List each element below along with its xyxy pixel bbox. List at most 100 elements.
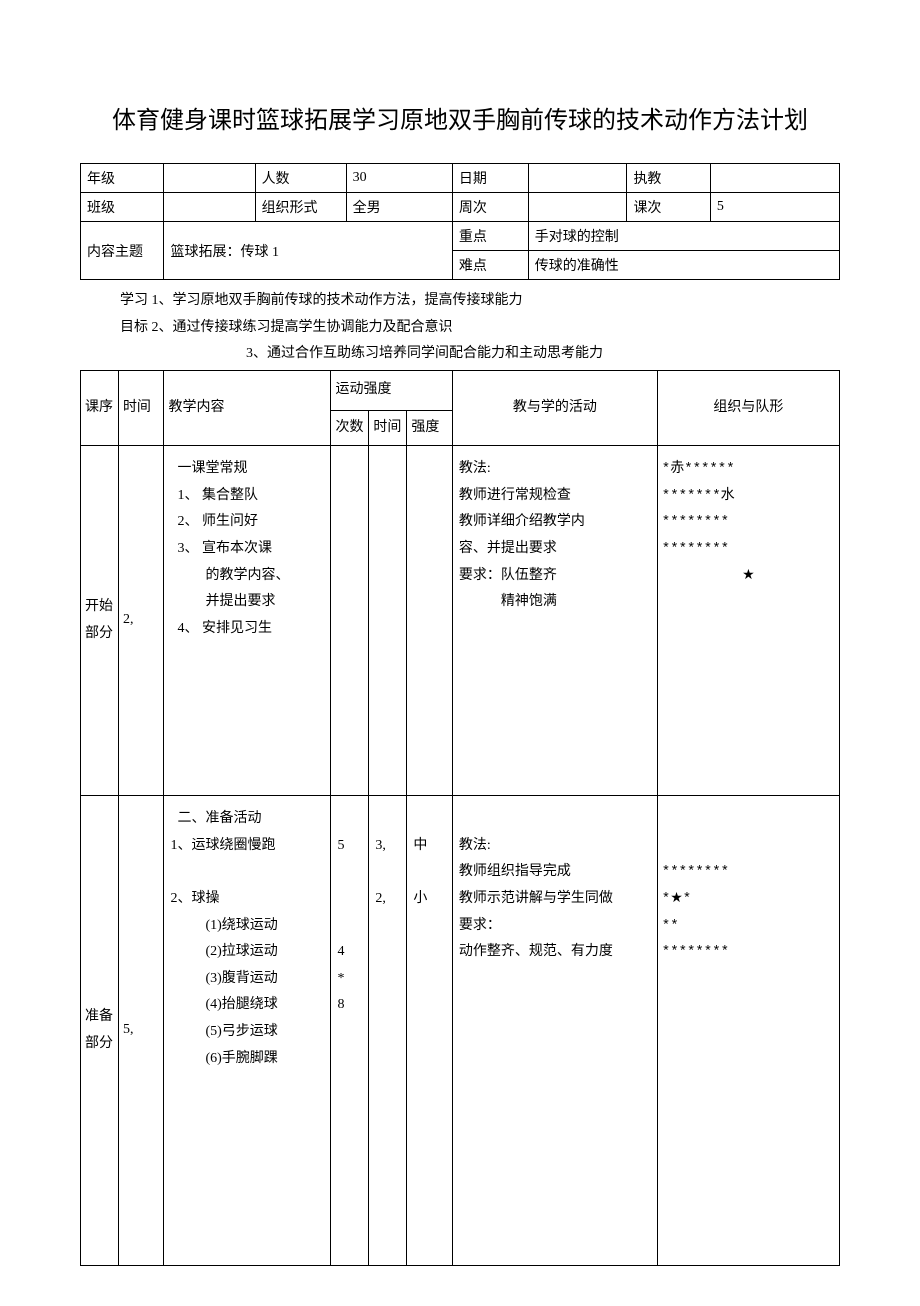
formation-line: *★*: [662, 886, 835, 913]
formation-line: ★: [662, 563, 835, 590]
table-row: 开始部分 2, 一课堂常规 1、 集合整队 2、 师生问好 3、 宣布本次课 的…: [81, 446, 840, 796]
activity-line: 教法:: [459, 833, 651, 860]
class-value: [164, 193, 255, 222]
content-line: 3、 宣布本次课: [170, 536, 324, 563]
formation-line: [662, 806, 835, 833]
content-line: 2、 师生问好: [170, 509, 324, 536]
content-line: (4)抬腿绕球: [170, 992, 324, 1019]
info-table: 年级 人数 30 日期 执教 班级 组织形式 全男 周次 课次 5 内容主题 篮…: [80, 163, 840, 280]
diff-label: 难点: [452, 251, 528, 280]
date-value: [528, 164, 627, 193]
activity-line: 教师组织指导完成: [459, 859, 651, 886]
section-time: 2,: [118, 446, 164, 796]
content-line: 并提出要求: [170, 589, 324, 616]
col-count: 次数: [331, 410, 369, 446]
section-formation: ******** *★* ** ********: [657, 796, 839, 1266]
strength-line: [413, 806, 446, 833]
time-line: [375, 859, 400, 886]
activity-line: 要求：: [459, 913, 651, 940]
time-line: 2,: [375, 886, 400, 913]
diff-value: 传球的准确性: [528, 251, 839, 280]
topic-value: 篮球拓展：传球 1: [164, 222, 452, 280]
section-activity: 教法: 教师组织指导完成 教师示范讲解与学生同做 要求： 动作整齐、规范、有力度: [452, 796, 657, 1266]
col-content: 教学内容: [164, 370, 331, 445]
section-count: 5 4 * 8: [331, 796, 369, 1266]
topic-label: 内容主题: [81, 222, 164, 280]
section-count: [331, 446, 369, 796]
section-subtime: 3, 2,: [369, 796, 407, 1266]
col-time: 时间: [118, 370, 164, 445]
objective-line: 目标 2、通过传接球练习提高学生协调能力及配合意识: [120, 315, 840, 342]
grade-value: [164, 164, 255, 193]
activity-line: 教法:: [459, 456, 651, 483]
count-line: [337, 806, 362, 833]
time-line: 3,: [375, 833, 400, 860]
count-line: *: [337, 966, 362, 993]
activity-line: 容、并提出要求: [459, 536, 651, 563]
session-value: 5: [710, 193, 839, 222]
section-activity: 教法: 教师进行常规检查 教师详细介绍教学内 容、并提出要求 要求：队伍整齐 精…: [452, 446, 657, 796]
table-row: 准备部分 5, 二、准备活动 1、运球绕圈慢跑 2、球操 (1)绕球运动 (2)…: [81, 796, 840, 1266]
section-subtime: [369, 446, 407, 796]
count-line: 8: [337, 992, 362, 1019]
teacher-value: [710, 164, 839, 193]
count-line: [337, 886, 362, 913]
activity-line: 要求：队伍整齐: [459, 563, 651, 590]
focus-label: 重点: [452, 222, 528, 251]
section-content: 二、准备活动 1、运球绕圈慢跑 2、球操 (1)绕球运动 (2)拉球运动 (3)…: [164, 796, 331, 1266]
content-line: (6)手腕脚踝: [170, 1046, 324, 1073]
activity-line: 精神饱满: [459, 589, 651, 616]
col-strength: 强度: [407, 410, 453, 446]
week-value: [528, 193, 627, 222]
col-intensity: 运动强度: [331, 370, 452, 410]
table-header-row: 课序 时间 教学内容 运动强度 教与学的活动 组织与队形: [81, 370, 840, 410]
content-line: [170, 859, 324, 886]
formation-line: ********: [662, 536, 835, 563]
section-strength: 中 小: [407, 796, 453, 1266]
count-line: [337, 913, 362, 940]
content-line: 二、准备活动: [170, 806, 324, 833]
col-activity: 教与学的活动: [452, 370, 657, 445]
col-sequence: 课序: [81, 370, 119, 445]
content-line: (5)弓步运球: [170, 1019, 324, 1046]
content-line: 一课堂常规: [170, 456, 324, 483]
count-line: [337, 859, 362, 886]
section-content: 一课堂常规 1、 集合整队 2、 师生问好 3、 宣布本次课 的教学内容、 并提…: [164, 446, 331, 796]
content-line: 4、 安排见习生: [170, 616, 324, 643]
col-formation: 组织与队形: [657, 370, 839, 445]
content-line: (1)绕球运动: [170, 913, 324, 940]
activity-line: 动作整齐、规范、有力度: [459, 939, 651, 966]
activity-line: 教师进行常规检查: [459, 483, 651, 510]
date-label: 日期: [452, 164, 528, 193]
table-row: 内容主题 篮球拓展：传球 1 重点 手对球的控制: [81, 222, 840, 251]
count-line: 5: [337, 833, 362, 860]
formation-line: ********: [662, 939, 835, 966]
content-line: 1、 集合整队: [170, 483, 324, 510]
content-line: 2、球操: [170, 886, 324, 913]
strength-line: 小: [413, 886, 446, 913]
count-value: 30: [346, 164, 452, 193]
week-label: 周次: [452, 193, 528, 222]
formation-line: ********: [662, 509, 835, 536]
section-label: 准备部分: [81, 796, 119, 1266]
focus-value: 手对球的控制: [528, 222, 839, 251]
count-label: 人数: [255, 164, 346, 193]
strength-line: 中: [413, 833, 446, 860]
page-title: 体育健身课时篮球拓展学习原地双手胸前传球的技术动作方法计划: [80, 100, 840, 143]
time-line: [375, 806, 400, 833]
col-subtime: 时间: [369, 410, 407, 446]
class-label: 班级: [81, 193, 164, 222]
grade-label: 年级: [81, 164, 164, 193]
table-row: 年级 人数 30 日期 执教: [81, 164, 840, 193]
session-label: 课次: [627, 193, 710, 222]
teacher-label: 执教: [627, 164, 710, 193]
section-strength: [407, 446, 453, 796]
activity-line: [459, 806, 651, 833]
count-line: 4: [337, 939, 362, 966]
objective-line: 3、通过合作互助练习培养同学间配合能力和主动思考能力: [120, 341, 840, 368]
form-label: 组织形式: [255, 193, 346, 222]
formation-line: [662, 833, 835, 860]
lesson-table: 课序 时间 教学内容 运动强度 教与学的活动 组织与队形 次数 时间 强度 开始…: [80, 370, 840, 1266]
formation-line: *赤******: [662, 456, 835, 483]
objectives-block: 学习 1、学习原地双手胸前传球的技术动作方法，提高传接球能力 目标 2、通过传接…: [80, 280, 840, 370]
